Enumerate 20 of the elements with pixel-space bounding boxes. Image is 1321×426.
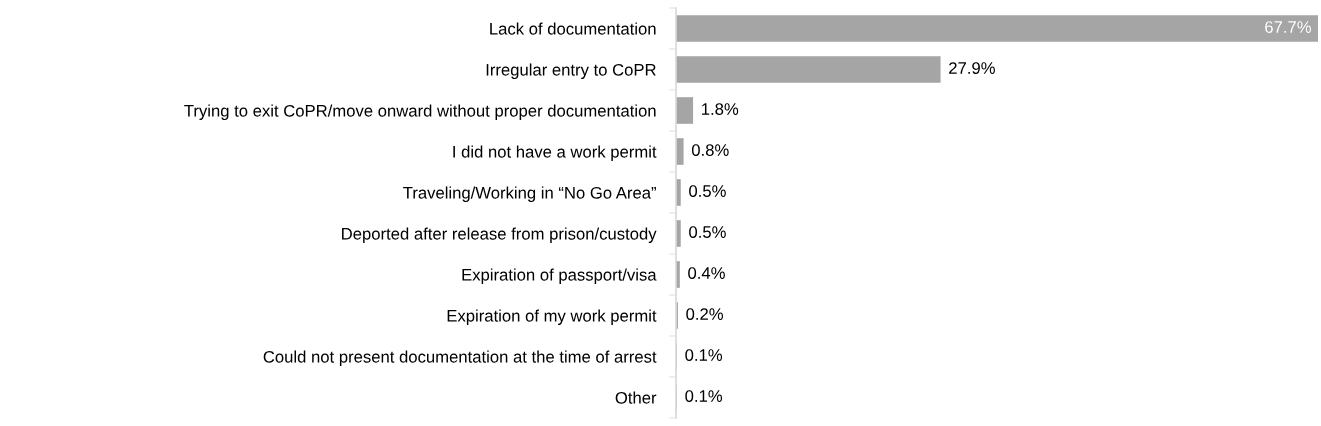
- y-tick-label: Expiration of my work permit: [447, 309, 657, 325]
- data-label: 0.1%: [685, 349, 723, 361]
- y-tick-label: Irregular entry to CoPR: [486, 63, 656, 79]
- data-label: 27.9%: [949, 62, 995, 74]
- y-tick-label: Deported after release from prison/custody: [342, 227, 657, 243]
- data-label: 67.7%: [1265, 21, 1311, 33]
- y-tick-label: Trying to exit CoPR/move onward without proper documentation: [184, 104, 656, 120]
- data-label: 0.2%: [686, 308, 723, 320]
- data-label: 0.1%: [685, 390, 723, 402]
- data-label: 0.4%: [688, 267, 725, 279]
- data-label: 0.8%: [691, 144, 729, 156]
- y-tick-label: Lack of documentation: [490, 22, 656, 35]
- data-label: 0.5%: [689, 185, 726, 197]
- data-label: 0.5%: [689, 226, 726, 238]
- y-tick-label: Other: [615, 391, 657, 404]
- data-label: 1.8%: [702, 103, 739, 115]
- y-tick-label: I did not have a work permit: [453, 145, 657, 161]
- y-tick-label: Expiration of passport/visa: [462, 268, 657, 284]
- y-tick-label: Traveling/Working in “No Go Area”: [403, 186, 656, 202]
- y-tick-label: Could not present documentation at the time of arrest: [263, 350, 657, 366]
